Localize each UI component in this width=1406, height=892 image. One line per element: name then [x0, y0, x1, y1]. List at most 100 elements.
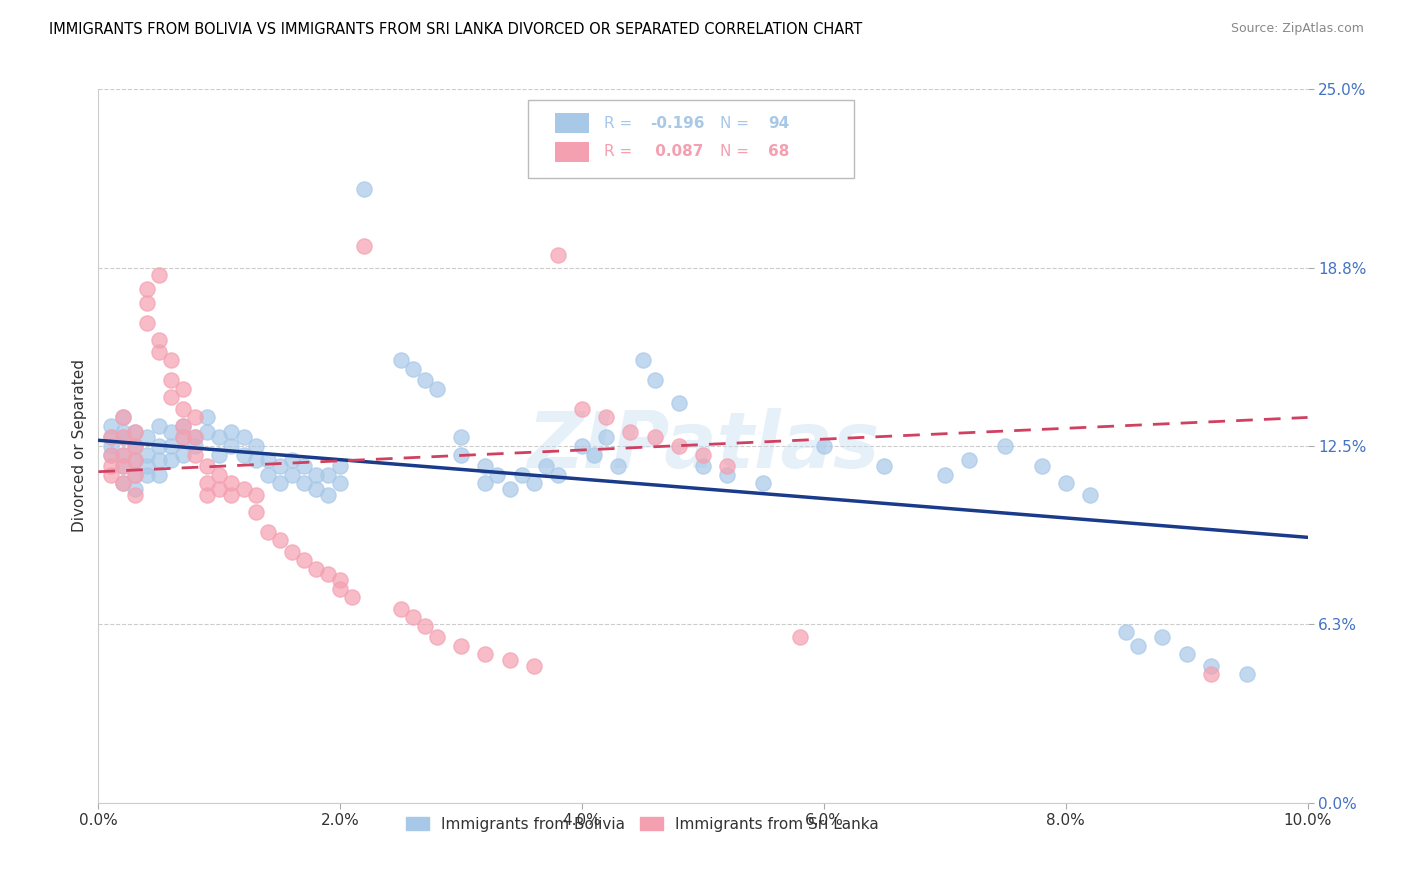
Point: [631, 353, 654, 368]
Point: [111, 476, 134, 491]
Point: [172, 419, 194, 434]
Point: [124, 439, 146, 453]
Point: [474, 458, 496, 473]
Point: [413, 373, 436, 387]
Point: [148, 344, 170, 359]
Point: [160, 453, 183, 467]
Point: [292, 476, 315, 491]
Point: [256, 467, 278, 482]
Text: N =: N =: [720, 145, 754, 160]
Point: [1078, 487, 1101, 501]
Point: [221, 425, 243, 439]
Point: [474, 476, 496, 491]
Point: [148, 439, 170, 453]
Text: 68: 68: [768, 145, 790, 160]
Point: [232, 482, 254, 496]
Point: [135, 296, 157, 310]
Point: [208, 482, 231, 496]
Point: [281, 467, 304, 482]
Point: [510, 467, 533, 482]
Point: [486, 467, 509, 482]
Point: [1152, 630, 1174, 644]
Text: -0.196: -0.196: [650, 116, 704, 131]
Y-axis label: Divorced or Separated: Divorced or Separated: [72, 359, 87, 533]
Point: [1236, 667, 1258, 681]
Point: [172, 430, 194, 444]
Point: [316, 467, 339, 482]
Point: [269, 476, 291, 491]
Point: [329, 458, 352, 473]
Point: [668, 396, 690, 410]
Point: [111, 458, 134, 473]
Point: [329, 476, 352, 491]
Point: [124, 482, 146, 496]
Point: [716, 467, 738, 482]
Point: [692, 448, 714, 462]
Point: [100, 448, 122, 462]
Point: [232, 448, 254, 462]
Point: [221, 487, 243, 501]
Point: [716, 458, 738, 473]
Point: [292, 553, 315, 567]
Point: [873, 458, 896, 473]
Point: [934, 467, 956, 482]
Point: [100, 448, 122, 462]
Text: 0.087: 0.087: [650, 145, 703, 160]
Point: [195, 458, 218, 473]
Point: [583, 448, 606, 462]
Point: [184, 439, 207, 453]
Point: [305, 482, 328, 496]
Legend: Immigrants from Bolivia, Immigrants from Sri Lanka: Immigrants from Bolivia, Immigrants from…: [399, 811, 886, 838]
Point: [1031, 458, 1053, 473]
Point: [269, 533, 291, 548]
Point: [305, 562, 328, 576]
Point: [221, 439, 243, 453]
Point: [195, 487, 218, 501]
Point: [172, 419, 194, 434]
Point: [1054, 476, 1077, 491]
Point: [1199, 667, 1222, 681]
Point: [1175, 648, 1198, 662]
Point: [644, 373, 666, 387]
Point: [124, 453, 146, 467]
Point: [547, 467, 569, 482]
Point: [402, 610, 425, 624]
Point: [292, 458, 315, 473]
Point: [111, 458, 134, 473]
Point: [353, 239, 375, 253]
Point: [148, 334, 170, 348]
Point: [607, 458, 630, 473]
Point: [100, 419, 122, 434]
Point: [148, 419, 170, 434]
Point: [245, 487, 267, 501]
Point: [124, 453, 146, 467]
Point: [256, 524, 278, 539]
Point: [124, 439, 146, 453]
Point: [426, 382, 449, 396]
Point: [245, 453, 267, 467]
Point: [523, 476, 546, 491]
Point: [135, 458, 157, 473]
Point: [195, 410, 218, 425]
Point: [111, 448, 134, 462]
Point: [111, 476, 134, 491]
Point: [692, 458, 714, 473]
Point: [172, 430, 194, 444]
Point: [245, 439, 267, 453]
Point: [148, 268, 170, 282]
Text: R =: R =: [603, 145, 637, 160]
FancyBboxPatch shape: [555, 113, 589, 134]
Point: [160, 353, 183, 368]
Point: [595, 430, 617, 444]
Point: [547, 248, 569, 262]
Text: R =: R =: [603, 116, 637, 131]
Point: [281, 453, 304, 467]
Point: [184, 430, 207, 444]
Point: [957, 453, 980, 467]
Point: [281, 544, 304, 558]
Point: [1115, 624, 1137, 639]
Point: [160, 425, 183, 439]
Point: [498, 653, 520, 667]
Point: [135, 316, 157, 330]
Point: [813, 439, 835, 453]
